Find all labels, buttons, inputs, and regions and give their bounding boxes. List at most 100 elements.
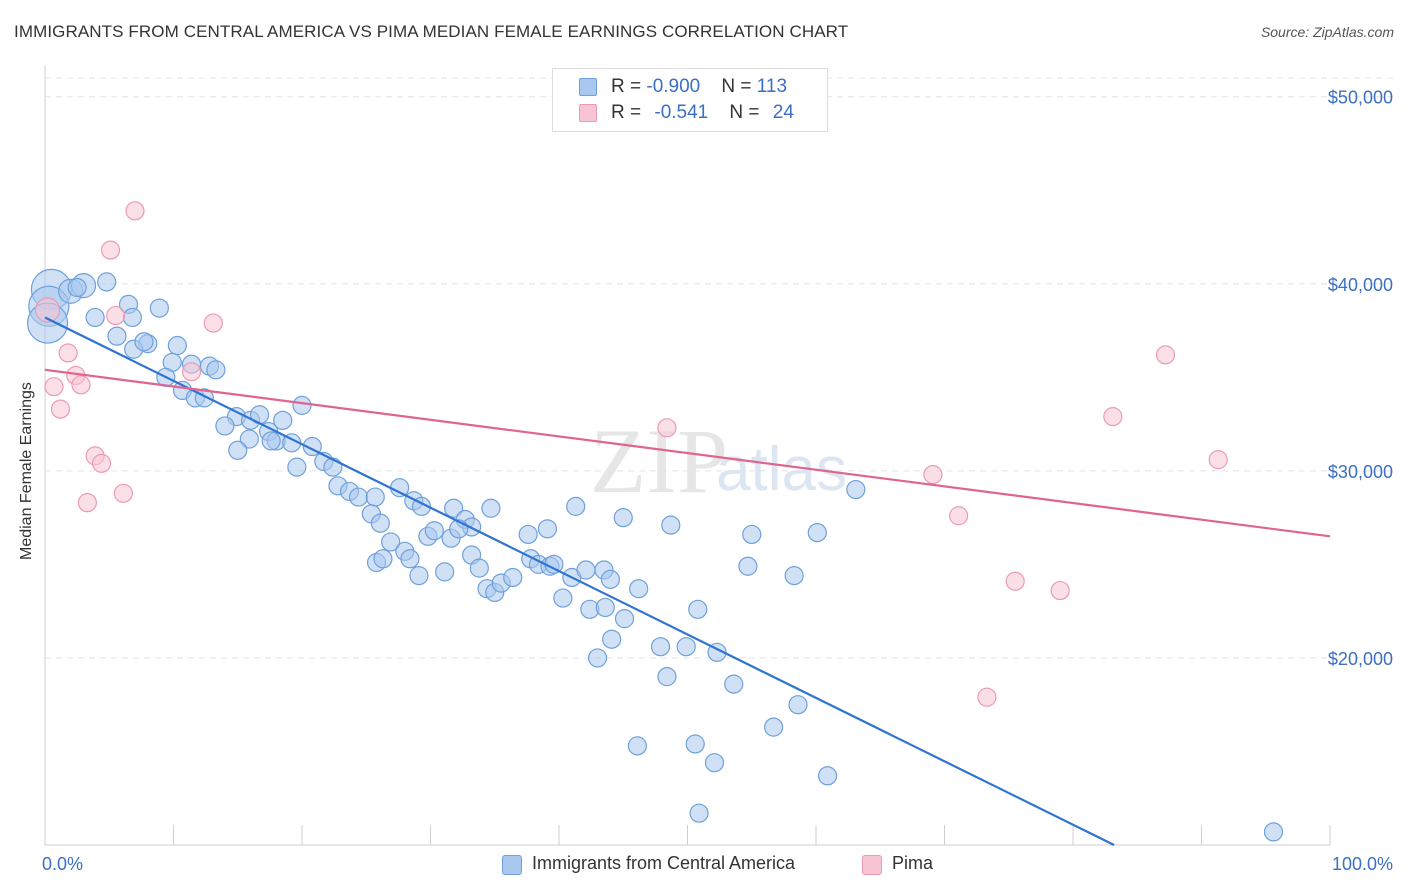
data-point [949,506,969,526]
data-point [107,326,127,346]
y-tick-labels: $20,000 $30,000 $40,000 $50,000 [1328,88,1393,669]
data-point [661,515,681,535]
y-tick-label: $50,000 [1328,88,1393,108]
data-point [657,418,677,438]
data-point [365,487,385,507]
data-point [97,272,117,292]
data-point [323,457,343,477]
r-value: -0.900 [646,76,701,97]
data-point [846,479,866,500]
data-point [292,395,312,415]
data-point [167,335,187,356]
n-label: N = [729,102,765,123]
legend-swatch-blue [579,78,597,96]
data-point [1005,571,1025,591]
series-legend: Immigrants from Central America Pima [0,852,1406,876]
data-point [444,498,464,518]
chart-title: IMMIGRANTS FROM CENTRAL AMERICA VS PIMA … [14,22,849,41]
data-point [206,360,226,380]
data-point [629,579,649,599]
watermark-atlas: atlas [716,435,847,504]
data-point [704,753,725,773]
data-point [657,667,677,687]
data-point [627,736,647,756]
n-value: 24 [772,102,794,123]
data-point [125,201,145,221]
data-point [481,498,501,518]
data-point [106,305,126,326]
data-point [91,453,112,473]
data-point [400,549,420,569]
data-point [435,562,455,582]
correlation-legend: R = -0.900 N = 113 R = -0.541 N = 24 [552,68,828,132]
data-point [1155,345,1176,365]
data-point [100,240,121,260]
data-point [373,549,393,569]
data-point [613,508,633,528]
legend-swatch-blue [502,855,522,875]
data-point [595,597,615,618]
axes [44,66,1331,846]
data-point [1263,822,1284,842]
data-point [469,558,489,578]
data-point [34,297,61,323]
data-point [134,332,154,352]
data-point [688,599,708,619]
data-point [724,674,744,694]
trend-lines [44,316,1331,846]
data-point [923,464,943,485]
data-point [807,522,827,543]
data-point [518,524,538,545]
data-point [239,429,259,449]
data-point [348,487,369,507]
x-tick-labels: 0.0% 100.0% [42,854,1393,874]
data-point [113,483,133,503]
data-point [602,629,622,649]
data-point [71,375,91,395]
data-point [566,496,586,516]
x-tick-label-start: 0.0% [42,854,83,874]
data-point [77,493,98,513]
data-point [650,637,671,657]
data-point [1103,407,1123,427]
series-pima [34,201,1228,707]
r-value: -0.541 [654,102,709,123]
data-point [67,277,87,298]
data-point [370,513,390,533]
data-point [1050,580,1070,601]
data-point [287,457,307,477]
data-point [763,717,784,737]
legend-label: Immigrants from Central America [532,853,796,873]
data-point [977,687,997,707]
data-point [149,298,169,318]
legend-swatch-pink [862,855,882,875]
n-value: 113 [756,76,788,97]
gridlines [45,77,1395,659]
data-point [600,569,621,589]
data-point [203,313,223,333]
data-point [381,532,401,552]
data-point [228,440,248,460]
data-point [58,343,78,363]
legend-label: Pima [892,853,934,873]
data-point [409,566,429,586]
data-point [50,399,71,419]
data-point [784,566,804,586]
data-point [587,648,608,668]
r-label: R = [611,102,647,123]
data-point [122,307,142,328]
data-point [1208,450,1228,470]
trend-line-pima [44,368,1331,538]
data-point [788,695,808,715]
data-point [685,734,705,754]
data-point [614,609,635,629]
data-point [261,431,281,451]
data-point [553,588,573,608]
x-tick-label-end: 100.0% [1332,854,1393,874]
y-tick-label: $30,000 [1328,462,1393,482]
data-point [273,410,293,430]
data-point [181,362,202,382]
r-label: R = [611,76,647,97]
data-point [503,567,523,588]
